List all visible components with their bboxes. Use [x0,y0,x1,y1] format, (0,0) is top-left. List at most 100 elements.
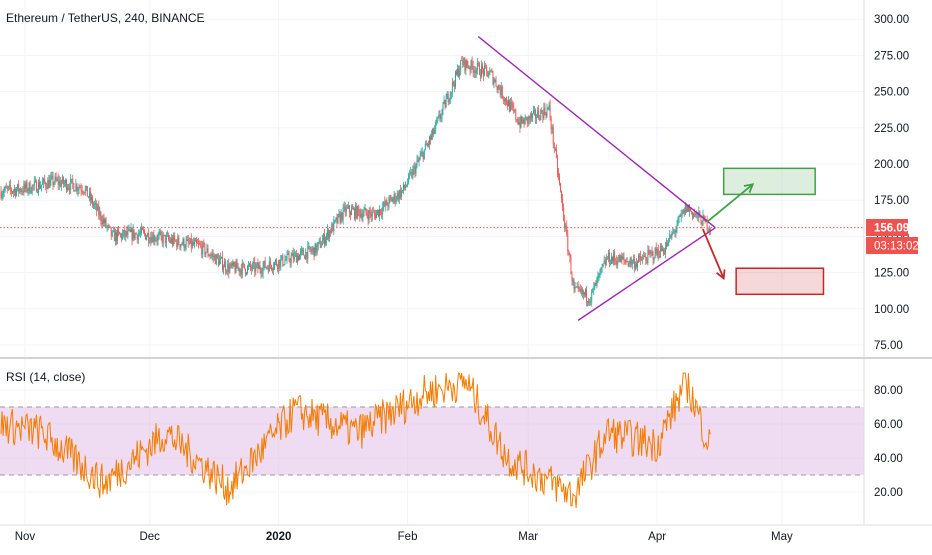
candle-body [251,267,253,270]
candle-body [476,63,478,70]
candle-body [299,254,300,261]
candle-body [173,235,175,245]
candle-body [606,258,608,260]
rsi-line-group [0,371,711,509]
candle-body [394,194,396,202]
candle-body [411,171,413,178]
candle-body [653,258,655,260]
candle-body [295,253,297,263]
candle-body [635,263,637,267]
candle-body [405,186,407,189]
price-tick-label: 300.00 [874,14,909,26]
candle-body [591,289,593,301]
candle-body [44,178,46,183]
candle-body [140,227,142,233]
candle-body [71,178,73,180]
candle-body [413,166,415,170]
triangle-lower-trendline[interactable] [577,227,716,321]
candle-body [651,251,653,253]
candle-body [687,205,689,212]
arrow-down-head[interactable] [716,269,726,281]
candle-body [99,212,101,216]
candle-body [566,225,568,235]
candle-body [526,116,528,123]
candle-body [437,117,439,121]
candle-body [119,232,121,235]
candle-body [290,256,292,264]
candle-body [537,110,539,118]
candle-body [124,229,126,237]
arrow-down[interactable] [702,228,725,279]
candle-body [406,185,408,187]
candle-body [166,235,168,237]
candle-body [469,67,471,70]
candle-body [256,263,258,266]
candle-body [423,149,425,159]
candle-body [255,265,257,272]
triangle-upper-trendline[interactable] [477,36,716,229]
candle-body [543,107,545,119]
candle-body [399,190,401,198]
candle-body [139,232,141,234]
candle-body [649,251,651,254]
candle-body [351,208,352,215]
candle-body [133,229,135,239]
price-labels: 156.09 03:13:02 [866,219,919,254]
candle-body [341,212,343,220]
candle-body [367,215,369,221]
candle-body [382,207,384,215]
arrow-up-head[interactable] [743,183,755,193]
candle-body [177,237,179,247]
candle-body [517,121,519,125]
candle-body [444,100,446,108]
candle-body [679,216,681,218]
candle-body [179,244,181,248]
candle-body [540,110,542,121]
candle-body [111,231,113,236]
target-box-down[interactable] [735,267,825,296]
candle-body [76,184,78,191]
candle-body [265,266,267,268]
candle-body [439,114,441,119]
time-tick-label: Dec [139,531,160,543]
candle-body [499,89,501,95]
candle-body [181,244,183,246]
candle-body [228,263,230,273]
candle-body [657,248,659,256]
candle-body [327,229,329,236]
candle-body [512,104,514,107]
candle-body [112,230,114,232]
candle-body [258,265,260,270]
candle-body [621,255,623,259]
candle-body [170,239,171,243]
candle-body [144,231,145,234]
candle-body [213,255,215,258]
candle-body [310,250,312,252]
candle-body [412,169,414,178]
candle-body [608,252,610,264]
chart-title: Ethereum / TetherUS, 240, BINANCE [6,11,205,25]
candle-body [40,186,41,189]
arrow-up[interactable] [706,183,754,223]
candle-body [263,260,265,267]
candle-body [438,114,440,118]
candle-body [323,234,325,245]
candle-body [282,255,284,266]
candle-body [407,182,409,186]
candle-body [233,261,235,267]
candle-body [311,249,313,252]
candle-body [21,191,23,192]
candle-body [91,197,92,201]
candle-body [660,246,662,252]
annotations[interactable] [477,36,825,321]
candle-body [319,240,321,248]
candle-body [188,242,190,244]
candle-body [30,192,32,194]
candle-body [684,204,686,215]
candle-body [11,191,13,193]
candle-body [443,100,445,104]
target-box-up[interactable] [722,167,816,196]
candle-body [702,215,704,226]
candle-body [342,207,344,220]
